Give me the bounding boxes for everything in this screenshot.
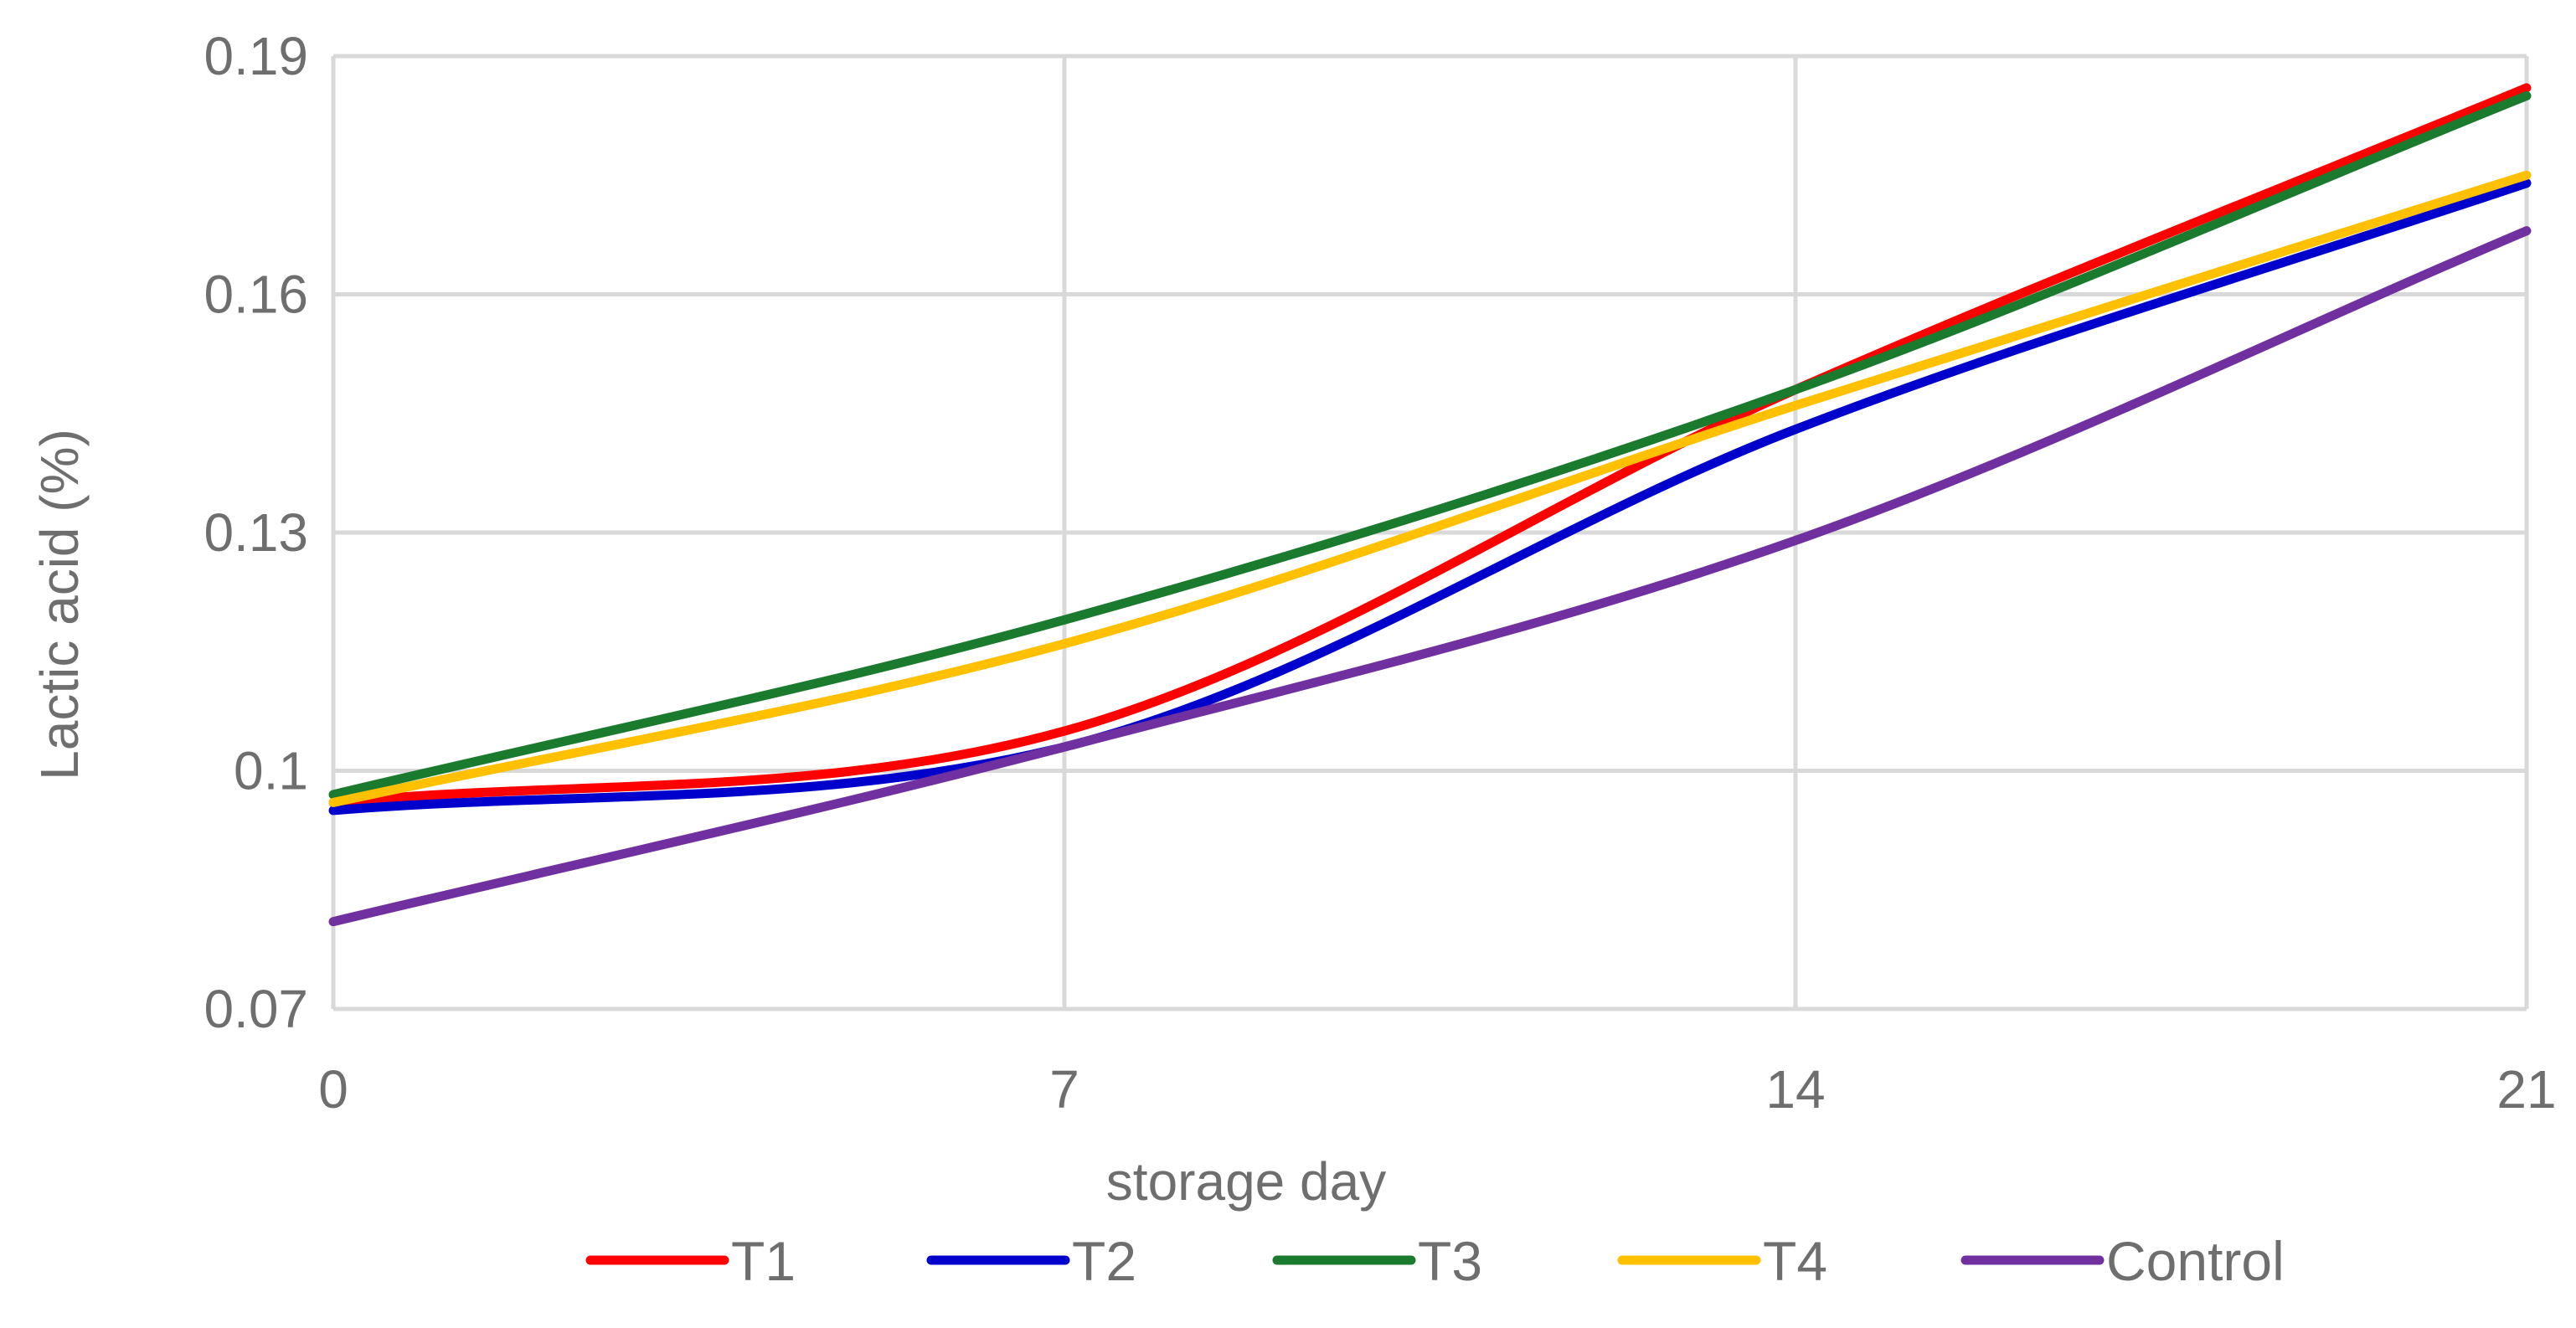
legend: T1 T2 T3 T4 Control xyxy=(585,1230,2285,1292)
series-line-t2 xyxy=(328,178,2532,816)
series-line-t1 xyxy=(328,83,2532,807)
legend-label: T4 xyxy=(1763,1230,1827,1292)
legend-label: T3 xyxy=(1418,1230,1482,1292)
y-axis-title: Lactic acid (%) xyxy=(29,429,90,780)
x-tick-label: 21 xyxy=(2496,1059,2556,1120)
x-tick-label: 14 xyxy=(1765,1059,1825,1120)
y-tick-label: 0.1 xyxy=(234,741,308,801)
y-tick-label: 0.16 xyxy=(204,265,308,325)
x-tick-label: 7 xyxy=(1049,1059,1079,1120)
series-line-t3 xyxy=(328,90,2532,800)
series-line-t4 xyxy=(328,170,2532,807)
x-tick-labels: 0 7 14 21 xyxy=(318,1059,2556,1120)
x-tick-label: 0 xyxy=(318,1059,348,1120)
legend-label: T1 xyxy=(731,1230,796,1292)
y-tick-label: 0.07 xyxy=(204,979,308,1039)
x-axis-title: storage day xyxy=(1106,1151,1386,1212)
legend-label: Control xyxy=(2106,1230,2285,1292)
y-tick-label: 0.13 xyxy=(204,502,308,563)
y-tick-label: 0.19 xyxy=(204,26,308,86)
legend-label: T2 xyxy=(1072,1230,1136,1292)
series-lines xyxy=(328,83,2532,927)
y-tick-labels: 0.07 0.1 0.13 0.16 0.19 xyxy=(204,26,308,1039)
series-line-control xyxy=(328,226,2532,927)
